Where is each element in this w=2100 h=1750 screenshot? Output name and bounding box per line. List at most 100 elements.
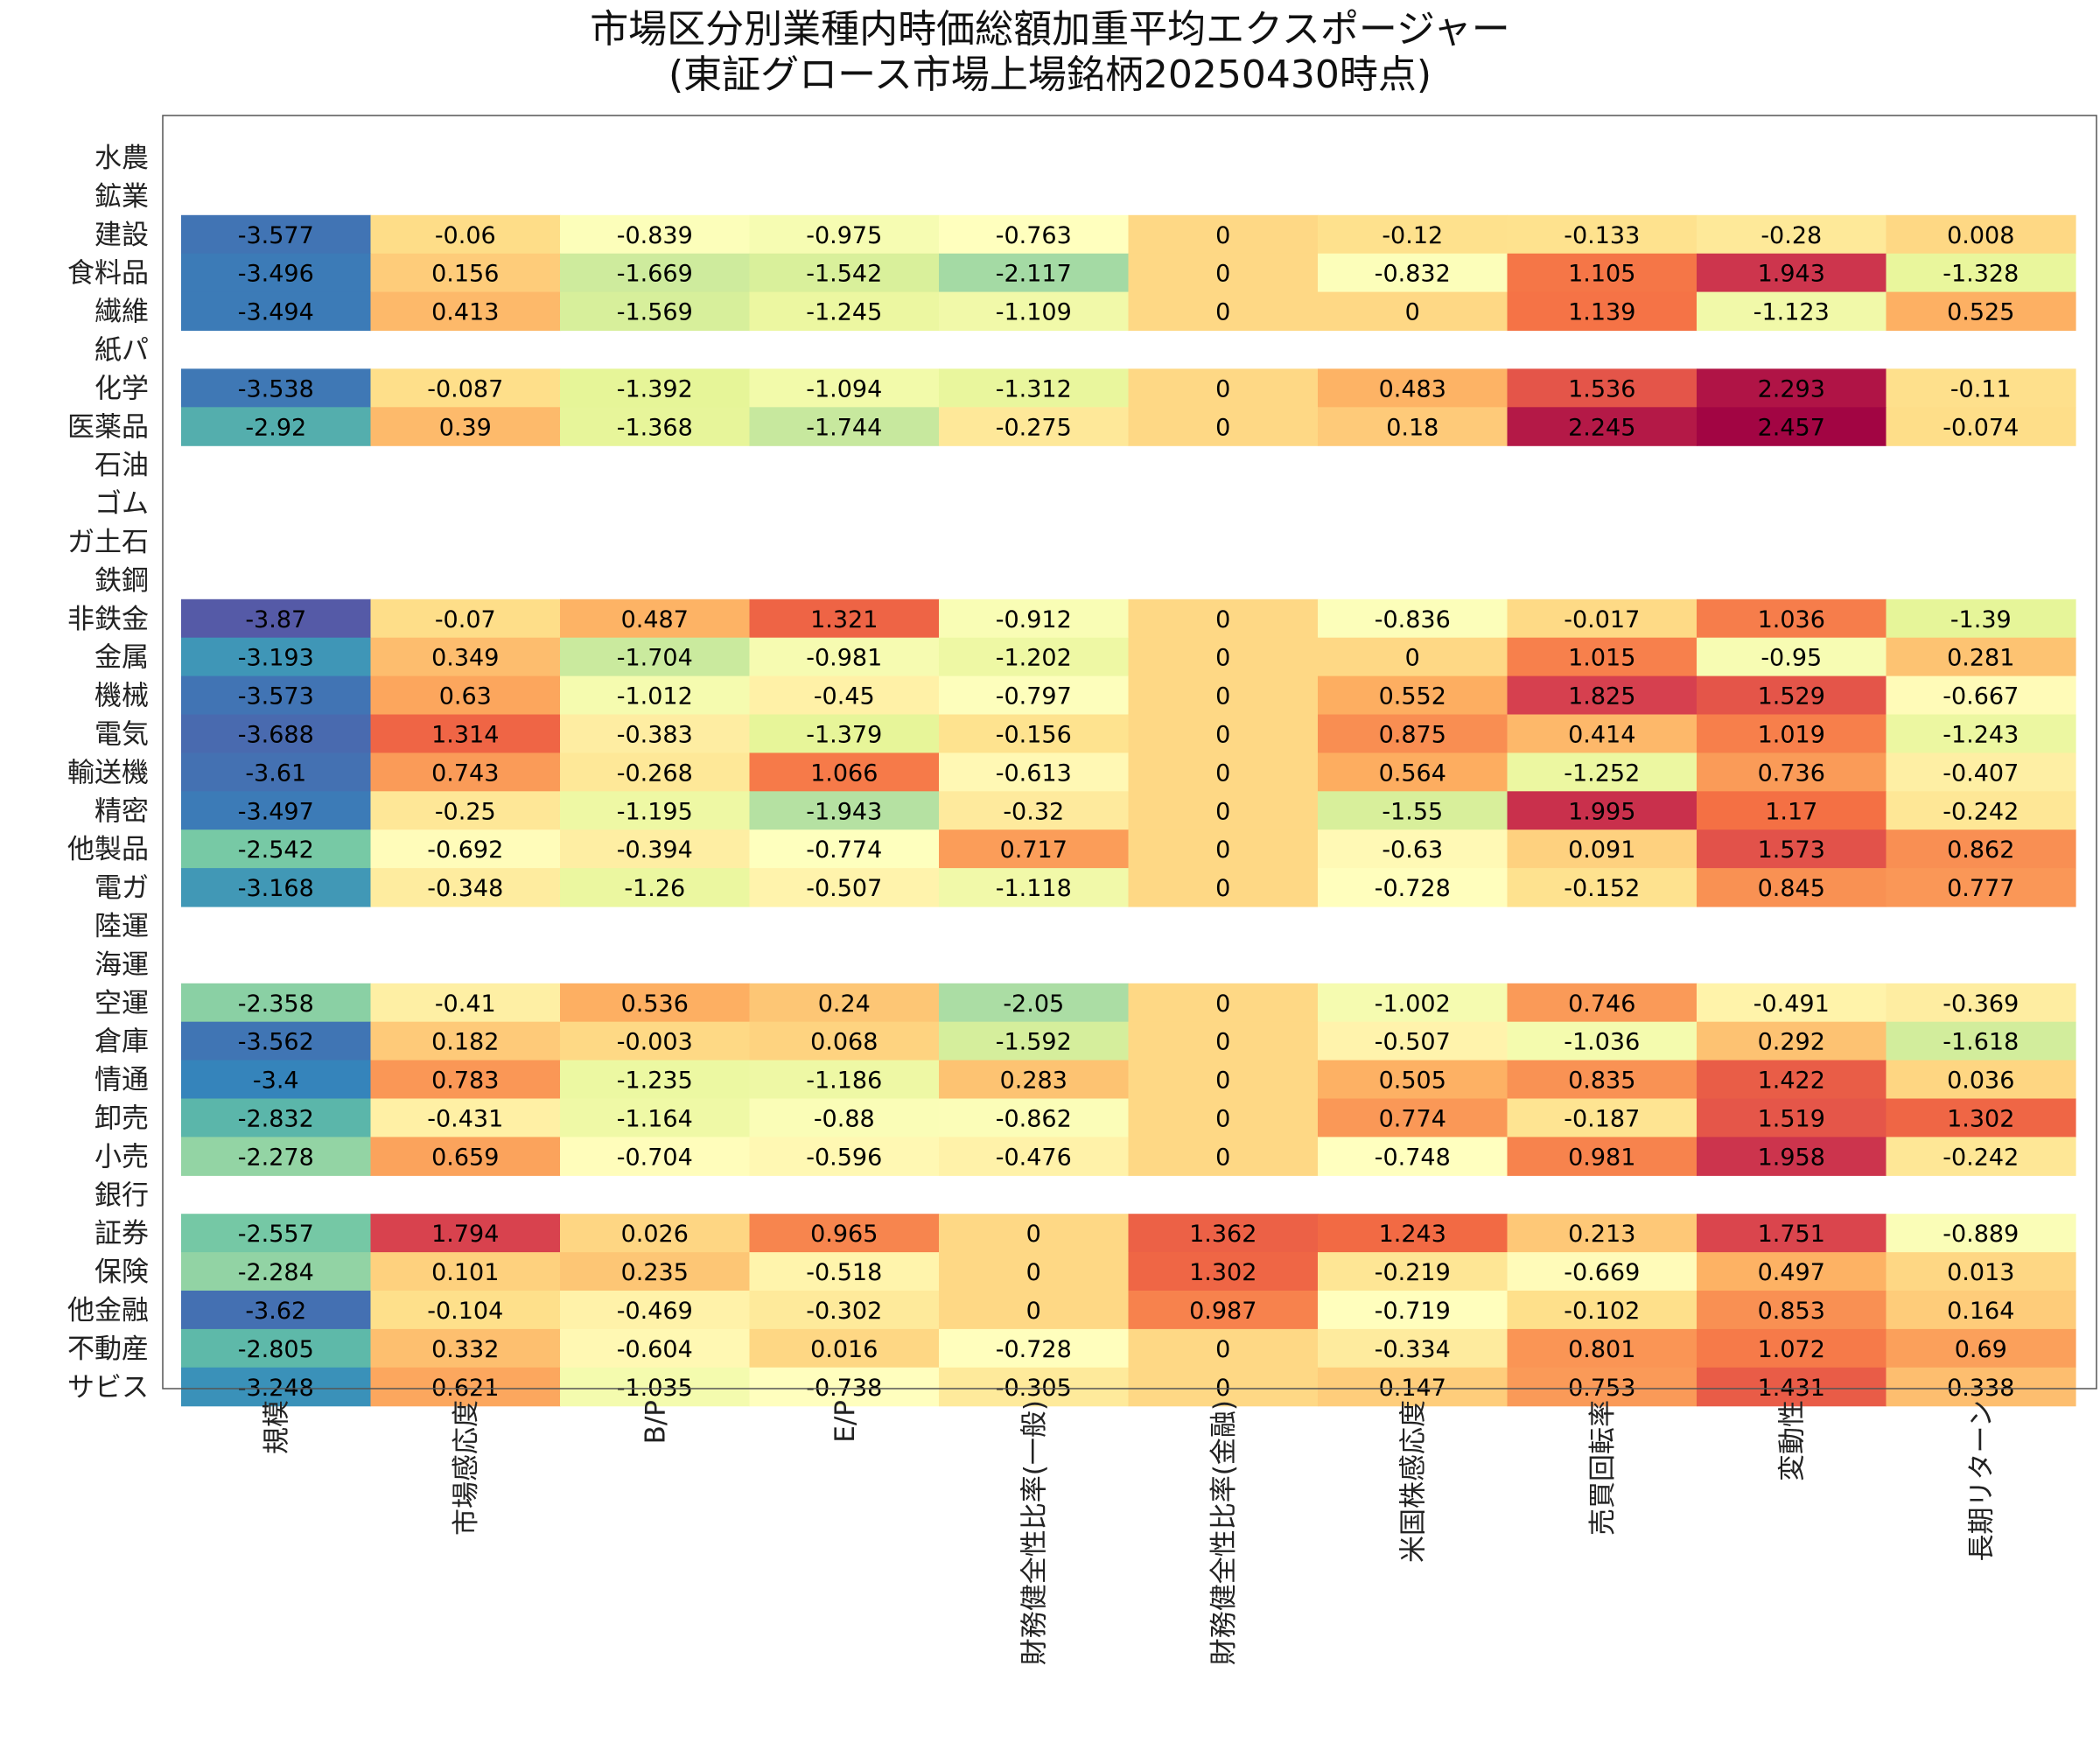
cell-value-label: 1.362	[1189, 1221, 1256, 1248]
cell-value-label: -1.943	[806, 798, 882, 825]
cell-value-label: -0.88	[814, 1105, 875, 1132]
cell-value-label: 0.016	[810, 1336, 878, 1363]
heatmap-cell	[560, 1137, 751, 1176]
heatmap-cell	[560, 791, 751, 830]
cell-value-label: 0.801	[1568, 1336, 1635, 1363]
cell-value-label: 0.736	[1758, 760, 1825, 787]
heatmap-cell	[1128, 214, 1319, 255]
heatmap-cell	[1128, 714, 1319, 753]
cell-value-label: -0.839	[617, 222, 693, 249]
cell-value-label: 0.068	[810, 1029, 878, 1056]
heatmap-cell	[1697, 1291, 1887, 1330]
heatmap-cell	[939, 253, 1130, 293]
cell-value-label: 1.422	[1758, 1068, 1825, 1095]
cell-value-label: 0.182	[431, 1029, 499, 1056]
cell-value-label: -1.669	[617, 261, 693, 288]
row-label: 医薬品	[67, 411, 149, 443]
heatmap-cells: -3.577 -0.06 -0.839 -0.975 -0.763 0 -0.12 -0.13…	[181, 214, 2076, 1407]
cell-value-label: -0.41	[435, 990, 496, 1018]
heatmap-cell	[939, 1291, 1130, 1330]
heatmap-cell	[1318, 868, 1508, 907]
row-label: 鉱業	[94, 181, 149, 213]
cell-value-label: 0.281	[1947, 645, 2014, 672]
cell-value-label: -0.667	[1942, 683, 2019, 710]
heatmap-cell	[1507, 637, 1698, 677]
heatmap-cell	[370, 1291, 561, 1330]
cell-value-label: 0.497	[1758, 1259, 1825, 1286]
cell-value-label: -0.604	[617, 1336, 693, 1363]
heatmap-cell	[560, 368, 751, 408]
heatmap-cell	[1697, 407, 1887, 446]
heatmap-cell	[370, 1060, 561, 1100]
cell-value-label: 0.292	[1758, 1029, 1825, 1056]
column-label: 財務健全性比率(金融)	[1208, 1400, 1240, 1665]
row-label: 石油	[94, 450, 149, 481]
cell-value-label: -0.518	[806, 1259, 882, 1286]
heatmap-cell	[560, 868, 751, 907]
cell-value-label: 1.066	[810, 760, 878, 787]
cell-value-label: -3.168	[238, 875, 314, 902]
row-label: 機械	[94, 681, 149, 712]
cell-value-label: -0.133	[1564, 222, 1640, 249]
heatmap-cell	[1507, 253, 1698, 293]
heatmap-cell	[939, 791, 1130, 830]
heatmap-cell	[749, 983, 940, 1023]
row-label: 輸送機	[67, 757, 149, 788]
cell-value-label: 0.965	[810, 1221, 878, 1248]
row-label: 空運	[94, 988, 149, 1019]
row-label: 水農	[94, 143, 149, 174]
heatmap-cell	[1697, 1214, 1887, 1253]
heatmap-cell	[1318, 1137, 1508, 1176]
cell-value-label: -3.496	[238, 261, 314, 288]
cell-value-label: 0.164	[1947, 1298, 2014, 1325]
cell-value-label: 1.243	[1379, 1221, 1446, 1248]
cell-value-label: 0	[1215, 875, 1230, 902]
cell-value-label: -2.278	[238, 1144, 314, 1171]
cell-value-label: 0.091	[1568, 836, 1635, 864]
heatmap-cell	[560, 830, 751, 869]
heatmap-cell	[1507, 676, 1698, 716]
cell-value-label: 1.019	[1758, 721, 1825, 748]
cell-value-label: 0.013	[1947, 1259, 2014, 1286]
cell-value-label: 0.783	[431, 1068, 499, 1095]
cell-value-label: -0.087	[427, 375, 503, 402]
cell-value-label: 1.825	[1568, 683, 1635, 710]
cell-value-label: -0.28	[1760, 222, 1822, 249]
heatmap-cell	[939, 752, 1130, 792]
cell-value-label: -1.235	[617, 1068, 693, 1095]
heatmap-cell	[1128, 598, 1319, 639]
heatmap-cell	[1697, 1137, 1887, 1176]
cell-value-label: -1.328	[1942, 261, 2019, 288]
heatmap-cell	[370, 407, 561, 446]
heatmap-cell	[749, 1291, 940, 1330]
heatmap-cell	[370, 1252, 561, 1292]
heatmap-cell	[560, 214, 751, 255]
row-label: 他製品	[67, 834, 149, 865]
cell-value-label: -1.392	[617, 375, 693, 402]
cell-value-label: -3.87	[245, 606, 306, 634]
heatmap-cell	[1697, 1252, 1887, 1292]
cell-value-label: -0.797	[996, 683, 1072, 710]
cell-value-label: 0	[1215, 606, 1230, 634]
cell-value-label: 0.101	[431, 1259, 499, 1286]
cell-value-label: 0.487	[621, 606, 689, 634]
column-label: 米国株感応度	[1397, 1400, 1429, 1563]
heatmap-cell	[181, 368, 372, 408]
heatmap-cell	[1318, 1060, 1508, 1100]
heatmap-cell	[370, 598, 561, 639]
cell-value-label: 2.293	[1758, 375, 1825, 402]
heatmap-cell	[749, 407, 940, 446]
cell-value-label: -0.862	[996, 1105, 1072, 1132]
cell-value-label: 1.072	[1758, 1336, 1825, 1363]
cell-value-label: 2.457	[1758, 414, 1825, 441]
heatmap-cell	[1886, 1291, 2076, 1330]
row-label: ガ土石	[67, 527, 149, 558]
cell-value-label: 1.958	[1758, 1144, 1825, 1171]
cell-value-label: 0.743	[431, 760, 499, 787]
cell-value-label: -0.25	[435, 798, 496, 825]
chart-title-line-2: (東証グロース市場上場銘柄20250430時点)	[668, 52, 1432, 97]
heatmap-cell	[370, 676, 561, 716]
cell-value-label: 1.314	[431, 721, 499, 748]
row-label: 電気	[94, 718, 149, 750]
cell-value-label: -0.763	[996, 222, 1072, 249]
